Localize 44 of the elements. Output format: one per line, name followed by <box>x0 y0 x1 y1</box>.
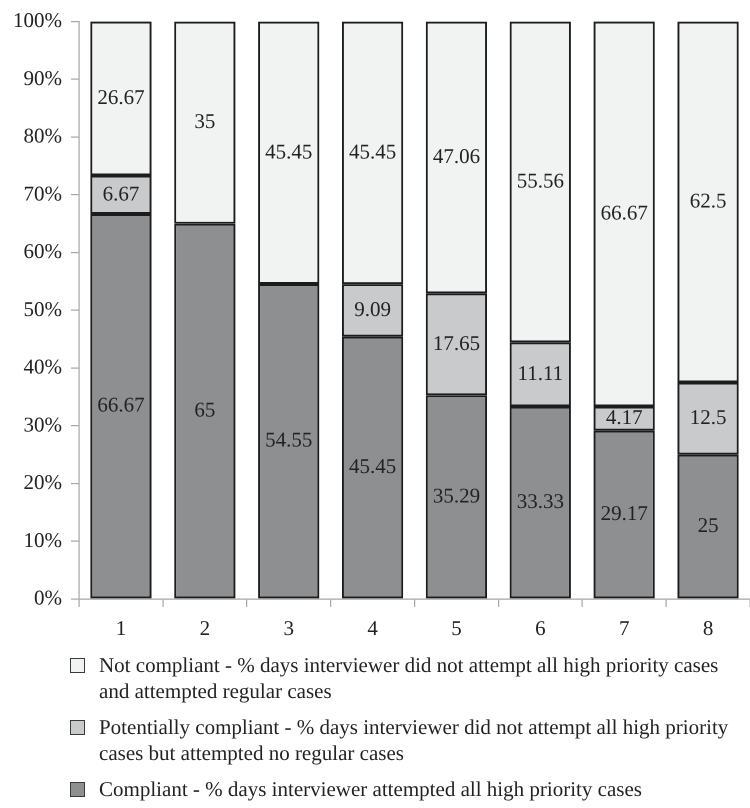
x-tick-label: 8 <box>702 616 714 640</box>
x-tick-label: 2 <box>200 616 210 640</box>
data-label: 66.67 <box>97 392 145 417</box>
y-tick-label: 0% <box>34 586 62 610</box>
y-tick-label: 70% <box>24 181 62 206</box>
y-tick-label: 10% <box>24 528 62 552</box>
x-tick-label: 1 <box>116 616 126 640</box>
data-label: 12.5 <box>690 405 726 430</box>
y-tick-label: 40% <box>24 354 62 379</box>
legend-label: Not compliant - % days interviewer did not attempt all high priority cases and attempted regular cases <box>99 652 720 704</box>
data-label: 45.45 <box>348 454 396 478</box>
data-label: 62.5 <box>690 188 726 213</box>
legend-label: Compliant - % days interviewer attempted all high priority cases <box>99 776 642 802</box>
x-tick-label: 6 <box>535 616 546 640</box>
y-tick-label: 90% <box>24 66 62 90</box>
x-tick-label: 4 <box>367 616 378 640</box>
y-tick-label: 80% <box>24 124 62 148</box>
data-label: 4.17 <box>606 405 643 430</box>
data-label: 26.67 <box>97 85 145 110</box>
data-label: 17.65 <box>432 330 480 355</box>
data-label: 45.45 <box>348 139 396 164</box>
data-label: 35 <box>194 109 216 134</box>
data-label: 6.67 <box>102 181 140 206</box>
data-label: 55.56 <box>516 168 564 193</box>
data-label: 11.11 <box>517 360 564 385</box>
data-label: 45.45 <box>265 139 312 164</box>
x-tick-label: 3 <box>283 616 294 640</box>
y-tick-label: 100% <box>13 8 62 32</box>
data-label: 54.55 <box>265 428 312 452</box>
data-label: 47.06 <box>432 144 480 168</box>
y-tick-label: 50% <box>24 296 62 321</box>
x-tick-label: 7 <box>618 616 630 640</box>
data-label: 33.33 <box>516 488 564 513</box>
x-tick-label: 5 <box>451 616 462 640</box>
data-label: 35.29 <box>432 483 480 508</box>
data-label: 65 <box>194 398 216 422</box>
data-label: 29.17 <box>600 501 648 525</box>
legend-label: Potentially compliant - % days interviewer did not attempt all high priority cases but attempted no regular cases <box>99 714 730 766</box>
data-label: 25 <box>698 513 719 538</box>
data-label: 66.67 <box>600 200 648 225</box>
y-tick-label: 60% <box>24 239 62 264</box>
data-label: 9.09 <box>354 296 391 321</box>
y-tick-label: 30% <box>24 412 62 436</box>
y-tick-label: 20% <box>24 470 62 494</box>
